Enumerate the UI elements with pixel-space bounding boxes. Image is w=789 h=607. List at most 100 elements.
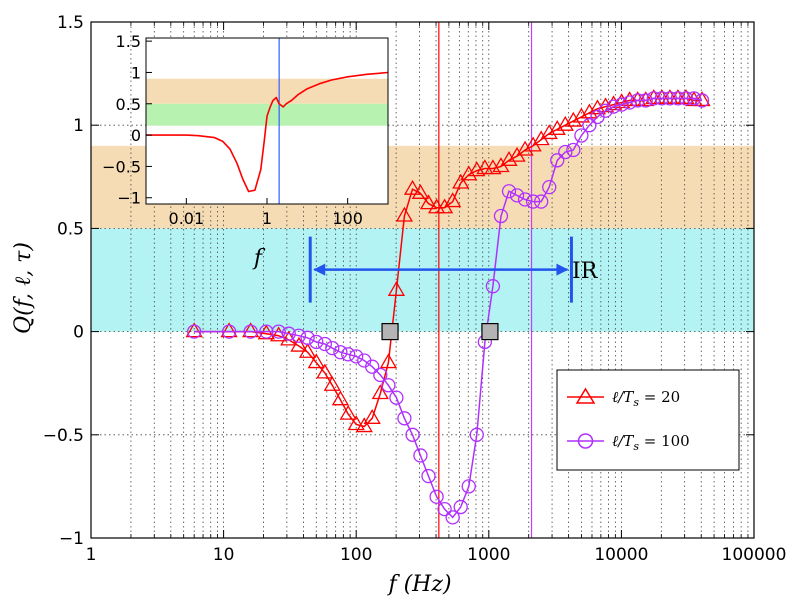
inset-series	[146, 71, 389, 193]
circle-marker	[654, 91, 669, 106]
circle-marker	[259, 324, 274, 339]
legend-box	[556, 369, 740, 471]
triangle-marker	[387, 281, 406, 296]
circle-marker	[429, 489, 444, 504]
y-axis-label: Q(f, ℓ, τ)	[11, 242, 36, 334]
x-tick-label: 10000	[594, 545, 648, 565]
triangle-marker	[419, 194, 438, 210]
circle-marker	[317, 336, 332, 352]
triangle-marker	[379, 353, 398, 369]
x-tick-label: 100000	[722, 545, 787, 565]
triangle-marker	[677, 89, 695, 105]
triangle-marker	[403, 179, 422, 195]
circle-marker	[243, 324, 258, 339]
circle-marker	[461, 479, 476, 494]
inset-y-tick-label: 1.5	[116, 32, 141, 51]
inset-y-tick-label: −0.5	[102, 157, 141, 176]
triangle-marker	[242, 322, 260, 338]
x-axis-label: f (Hz)	[386, 572, 451, 597]
circle-marker	[413, 448, 428, 463]
triangle-marker	[220, 322, 238, 338]
triangle-marker	[363, 408, 381, 424]
circle-marker	[453, 499, 468, 515]
circle-marker	[221, 324, 237, 339]
circle-marker	[662, 91, 678, 106]
inset-x-tick-label: 0.01	[169, 209, 205, 228]
circle-marker	[300, 330, 315, 345]
circle-marker	[309, 334, 324, 350]
ir-range-arrow	[308, 236, 573, 303]
legend-circle-marker	[577, 433, 594, 449]
inset-x-tick-label: 1	[262, 209, 272, 228]
circle-marker	[187, 324, 202, 339]
circle-marker	[646, 91, 661, 106]
triangle-marker	[516, 140, 534, 156]
circle-marker	[550, 153, 565, 168]
triangle-marker	[572, 107, 591, 123]
inset-y-tick-label: 1	[131, 63, 141, 82]
circle-marker	[525, 194, 541, 209]
circle-marker	[694, 93, 710, 108]
inset-x-tick-labels: 0.01 1 100	[169, 209, 363, 228]
ir-arrowhead-left	[313, 263, 326, 276]
main-vlines	[438, 22, 533, 538]
y-tick-label: 1	[73, 116, 84, 136]
triangle-marker	[290, 336, 308, 352]
circle-marker	[373, 367, 388, 383]
triangle-marker	[307, 353, 325, 369]
circle-marker	[397, 411, 412, 426]
inset-y-tick-labels: 1.5 1 0.5 0 −0.5 −1	[102, 32, 141, 208]
x-tick-labels: 1 10 100 1000 10000 100000	[86, 545, 787, 565]
circle-marker	[485, 279, 501, 294]
circle-marker	[614, 97, 629, 112]
triangle-marker	[323, 375, 341, 391]
inset-y-tick-label: 0.5	[116, 95, 141, 114]
triangle-marker	[371, 384, 389, 400]
ir-arrowhead-right	[556, 263, 569, 276]
circle-marker	[381, 378, 396, 393]
y-tick-label: 0	[73, 323, 84, 343]
circle-marker	[445, 510, 460, 525]
inset-chart: 0.01 1 100 1.5 1 0.5 0 −0.5 −1	[102, 32, 389, 228]
circle-marker	[333, 345, 348, 360]
y-tick-label: −0.5	[43, 426, 84, 446]
inset-band-1	[146, 78, 388, 104]
legend-entry-2: ℓ/Ts = 100	[567, 432, 690, 453]
legend-entry-1: ℓ/Ts = 20	[567, 387, 680, 409]
circle-marker	[421, 468, 436, 484]
circle-marker	[534, 194, 549, 209]
circle-marker	[630, 93, 645, 108]
legend-label-1: ℓ/Ts = 20	[612, 388, 680, 409]
circle-marker	[638, 93, 653, 108]
legend-label-2: ℓ/Ts = 100	[612, 432, 690, 453]
inset-bands	[146, 78, 388, 126]
inset-series-line	[146, 71, 389, 193]
zero-markers	[381, 323, 499, 341]
inset-x-tick-label: 100	[332, 209, 363, 228]
x-tick-label: 10	[213, 545, 235, 565]
plot-frame	[90, 21, 755, 539]
zero-crossing-marker	[381, 323, 399, 341]
circle-marker	[542, 179, 557, 195]
circle-marker	[365, 359, 380, 374]
circle-marker	[493, 208, 509, 224]
legend-triangle-marker	[575, 387, 596, 404]
circle-marker	[349, 349, 364, 364]
triangle-marker	[500, 150, 518, 166]
band-1	[91, 228, 754, 332]
legend: ℓ/Ts = 20 ℓ/Ts = 100	[556, 369, 740, 471]
triangle-marker	[347, 415, 365, 431]
triangle-marker	[444, 192, 462, 208]
circle-marker	[271, 324, 286, 339]
triangle-marker	[339, 404, 357, 420]
triangle-marker	[548, 120, 566, 135]
zero-crossing-marker	[481, 323, 499, 341]
circle-marker	[389, 390, 404, 405]
triangle-marker	[316, 363, 334, 379]
circle-marker	[598, 103, 613, 118]
circle-marker	[325, 340, 340, 356]
x-tick-label: 1	[86, 545, 97, 565]
triangle-marker	[556, 115, 574, 131]
triangle-marker	[460, 165, 478, 181]
